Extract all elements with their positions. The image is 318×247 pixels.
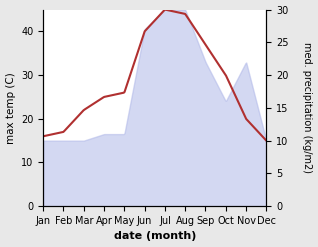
Y-axis label: med. precipitation (kg/m2): med. precipitation (kg/m2) bbox=[302, 42, 313, 173]
X-axis label: date (month): date (month) bbox=[114, 231, 196, 242]
Y-axis label: max temp (C): max temp (C) bbox=[5, 72, 16, 144]
